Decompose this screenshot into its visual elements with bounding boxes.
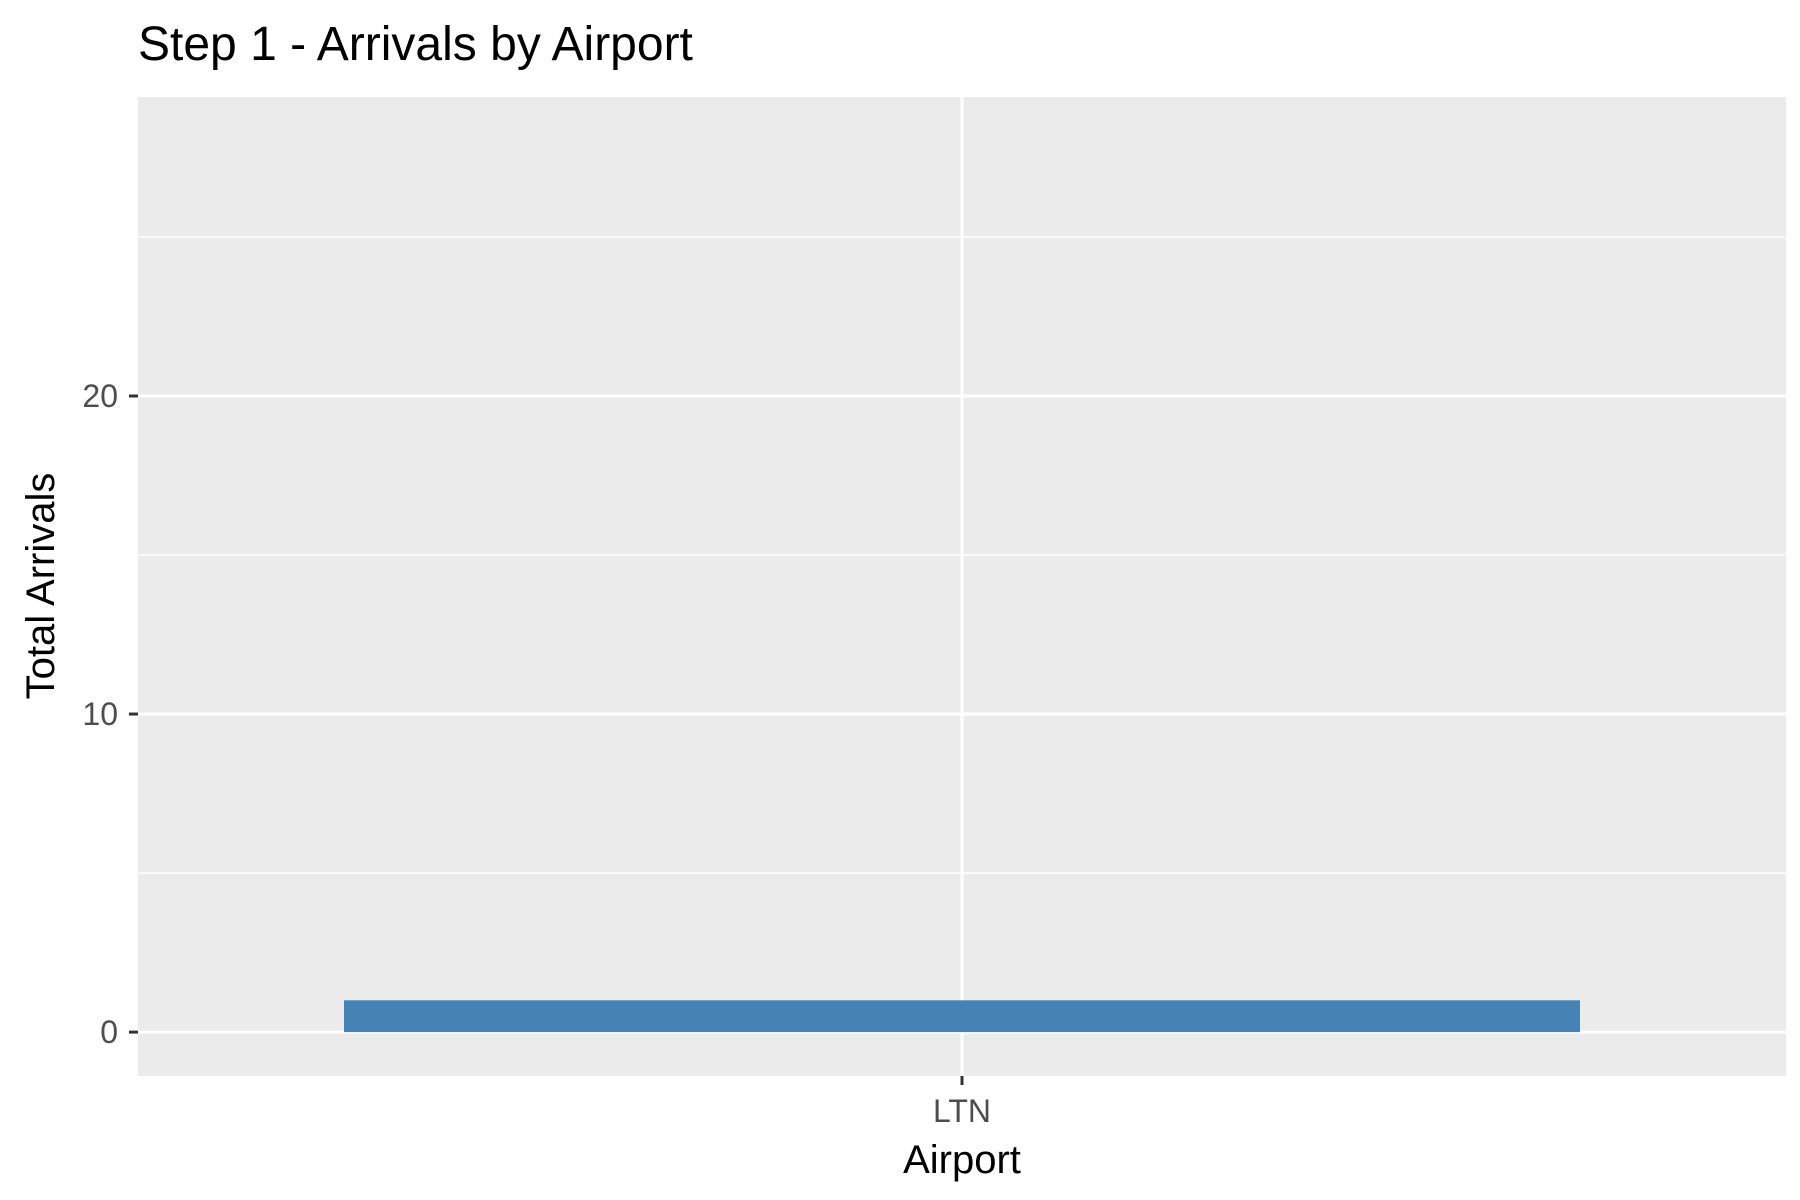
y-axis: 0 10 20 — [82, 378, 138, 1050]
bars — [344, 1000, 1580, 1033]
x-axis-title: Airport — [903, 1138, 1021, 1182]
y-tick-label: 0 — [100, 1014, 118, 1050]
chart-title: Step 1 - Arrivals by Airport — [138, 18, 693, 71]
y-axis-title: Total Arrivals — [19, 473, 63, 700]
bar — [344, 1000, 1580, 1033]
y-tick-label: 20 — [82, 378, 118, 414]
x-axis: LTN — [933, 1076, 991, 1129]
y-tick-label: 10 — [82, 696, 118, 732]
x-tick-label: LTN — [933, 1093, 991, 1129]
